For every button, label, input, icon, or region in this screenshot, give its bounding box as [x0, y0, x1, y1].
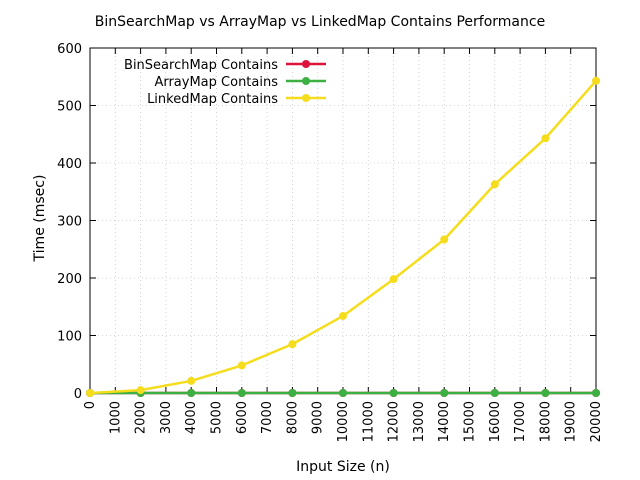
data-point: [288, 340, 297, 349]
x-tick-label: 2000: [134, 401, 149, 434]
data-point: [339, 389, 347, 397]
y-tick-label: 400: [57, 157, 82, 172]
x-tick-label: 18000: [538, 401, 553, 442]
data-point: [592, 389, 600, 397]
x-tick-label: 17000: [513, 401, 528, 442]
x-tick-label: 20000: [589, 401, 604, 442]
data-point: [187, 389, 196, 397]
x-tick-label: 6000: [235, 401, 250, 434]
data-point: [389, 389, 398, 397]
legend-label: BinSearchMap Contains: [124, 58, 278, 73]
x-axis-label: Input Size (n): [296, 459, 390, 475]
x-tick-label: 3000: [159, 401, 174, 434]
data-point: [237, 389, 246, 397]
data-point: [339, 311, 347, 320]
x-tick-label: 10000: [336, 401, 351, 442]
data-point: [541, 134, 550, 143]
data-point: [136, 386, 145, 395]
data-point: [592, 76, 600, 85]
chart-title: BinSearchMap vs ArrayMap vs LinkedMap Co…: [94, 14, 546, 30]
legend-marker: [302, 60, 310, 68]
x-tick-label: 7000: [260, 401, 275, 434]
x-tick-label: 11000: [361, 401, 376, 442]
data-point: [86, 389, 94, 397]
data-point: [440, 235, 449, 244]
x-tick-label: 12000: [387, 401, 402, 442]
data-point: [288, 389, 297, 397]
y-tick-label: 200: [57, 272, 82, 287]
y-tick-label: 100: [57, 330, 82, 345]
data-point: [440, 389, 449, 397]
data-point: [490, 389, 499, 397]
legend-label: ArrayMap Contains: [154, 75, 278, 90]
data-point: [541, 389, 550, 397]
x-tick-label: 0: [83, 401, 98, 409]
x-tick-label: 19000: [564, 401, 579, 442]
y-tick-label: 500: [57, 100, 82, 115]
legend-label: LinkedMap Contains: [147, 92, 278, 107]
data-point: [389, 275, 398, 284]
x-tick-label: 5000: [210, 401, 225, 434]
y-tick-label: 0: [74, 387, 82, 402]
legend-marker: [302, 77, 310, 85]
y-tick-label: 300: [57, 215, 82, 230]
y-tick-label: 600: [57, 42, 82, 57]
series: [86, 76, 600, 397]
data-point: [237, 361, 246, 370]
x-tick-label: 8000: [285, 401, 300, 434]
x-tick-label: 9000: [311, 401, 326, 434]
x-tick-label: 4000: [184, 401, 199, 434]
legend-marker: [302, 94, 310, 102]
data-point: [490, 180, 499, 189]
x-tick-label: 16000: [488, 401, 503, 442]
legend: BinSearchMap Contains ArrayMap Contains Li…: [124, 58, 326, 107]
data-point: [187, 376, 196, 385]
x-tick-label: 13000: [412, 401, 427, 442]
x-tick-label: 1000: [108, 401, 123, 434]
x-tick-label: 15000: [463, 401, 478, 442]
x-tick-label: 14000: [437, 401, 452, 442]
